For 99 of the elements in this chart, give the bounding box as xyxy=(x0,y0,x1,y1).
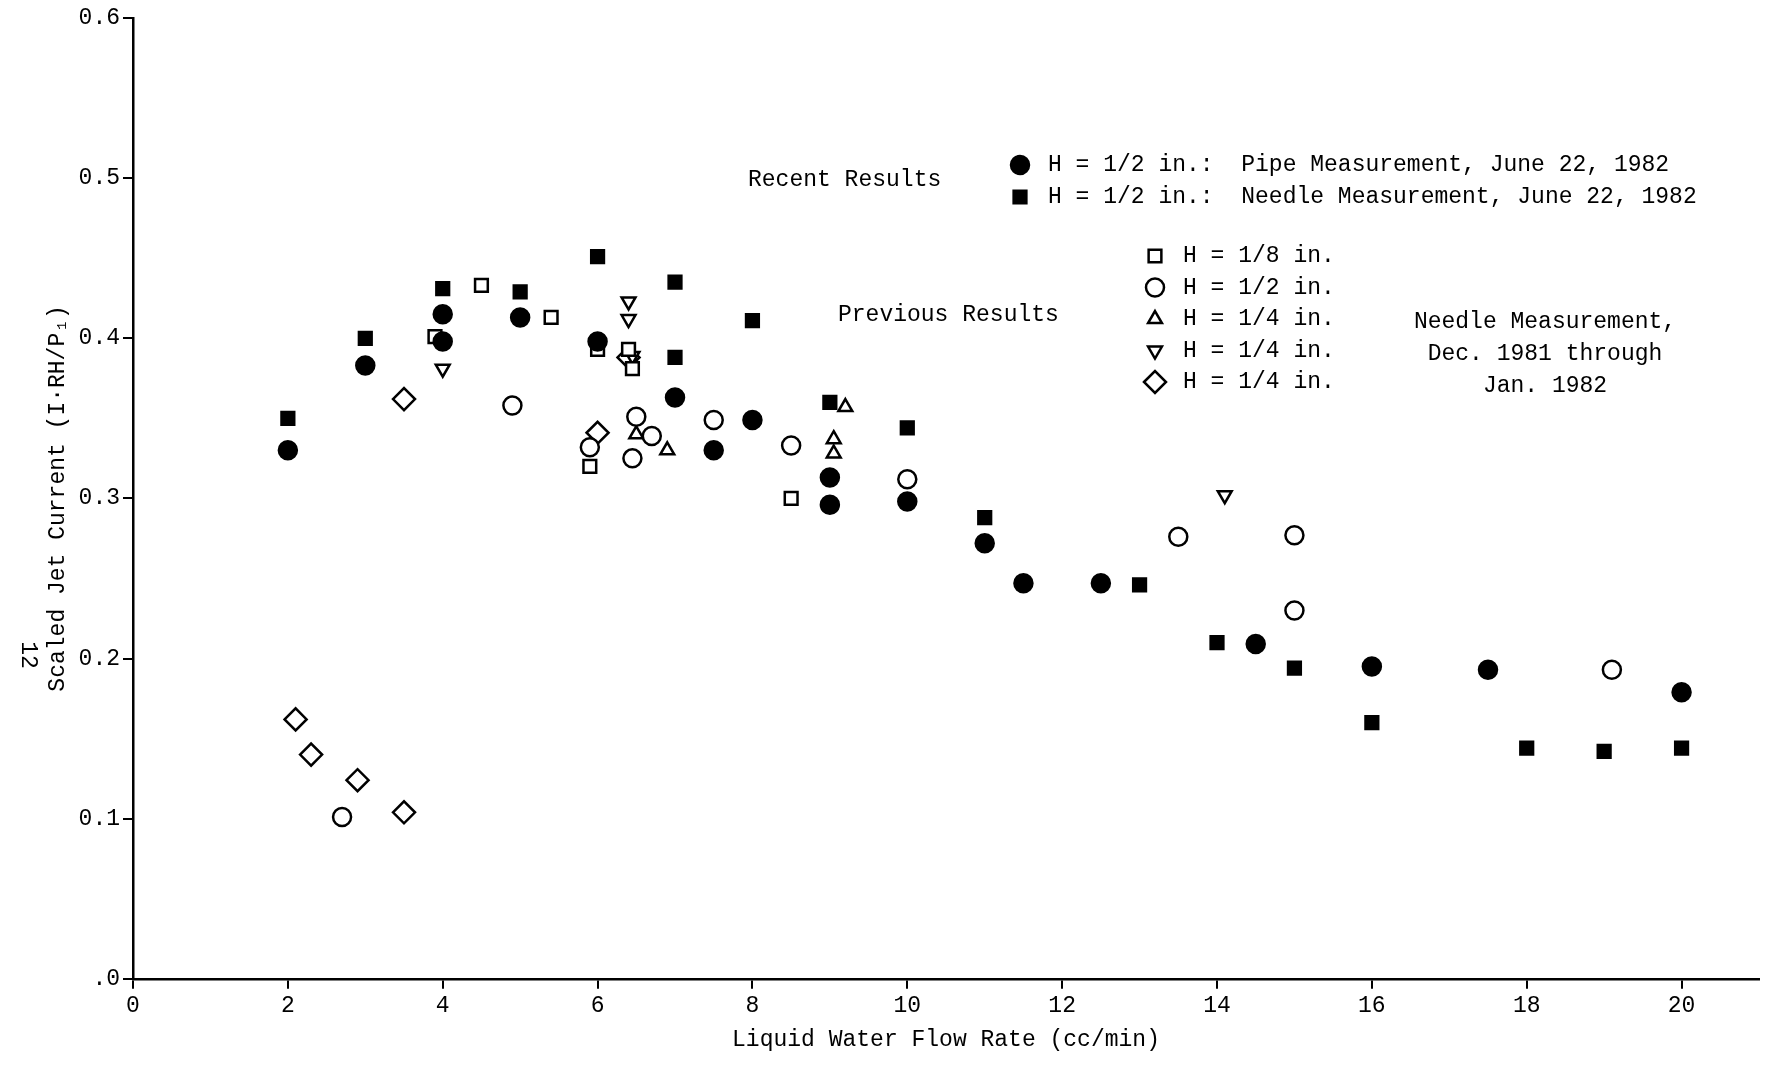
point xyxy=(582,458,598,474)
y-tick-label: 0.6 xyxy=(78,5,121,32)
legend-label: H = 1/4 in. xyxy=(1183,337,1335,364)
annotation: Recent Results xyxy=(748,167,942,194)
legend-label: H = 1/2 in.: Pipe Measurement, June 22, 1982 xyxy=(1048,152,1670,179)
point xyxy=(283,707,308,732)
point xyxy=(1013,573,1034,594)
legend-label: H = 1/4 in. xyxy=(1183,306,1335,333)
x-tick-label: 10 xyxy=(893,992,922,1019)
legend-label: H = 1/2 in.: Needle Measurement, June 22, 1982 xyxy=(1048,184,1697,211)
point xyxy=(783,490,799,507)
point xyxy=(473,277,490,294)
point xyxy=(1090,573,1112,594)
point xyxy=(277,440,299,461)
point xyxy=(819,494,841,516)
legend-label: H = 1/4 in. xyxy=(1183,369,1335,396)
x-tick-label: 8 xyxy=(745,992,760,1019)
y-axis-title: Scaled Jet Current (I·RH/P₁) xyxy=(44,305,71,692)
point xyxy=(587,331,608,352)
x-tick-label: 20 xyxy=(1667,992,1696,1019)
point xyxy=(298,742,324,767)
point xyxy=(1284,600,1305,621)
point xyxy=(1245,633,1266,655)
legend-label: H = 1/8 in. xyxy=(1183,243,1335,270)
point xyxy=(1477,659,1499,680)
point xyxy=(897,491,918,512)
point xyxy=(744,313,761,329)
point xyxy=(641,425,663,447)
x-tick-label: 4 xyxy=(435,992,450,1019)
point xyxy=(628,425,645,440)
point xyxy=(664,387,686,408)
point xyxy=(659,441,676,456)
y-tick-label: 0.1 xyxy=(78,805,121,832)
point xyxy=(620,313,637,329)
point xyxy=(502,395,523,416)
point xyxy=(742,409,763,431)
point xyxy=(819,467,841,488)
point xyxy=(543,309,559,326)
point xyxy=(977,510,993,526)
point xyxy=(280,410,296,426)
x-tick-label: 16 xyxy=(1358,992,1386,1019)
point xyxy=(897,468,918,490)
point xyxy=(434,363,451,378)
text: 12 xyxy=(14,641,41,669)
point xyxy=(589,248,606,265)
point xyxy=(1671,681,1692,703)
y-tick-label: 0.5 xyxy=(78,165,121,192)
point xyxy=(391,800,417,825)
x-tick-label: 14 xyxy=(1203,992,1231,1019)
point xyxy=(585,420,610,445)
point xyxy=(1284,524,1305,546)
point xyxy=(622,448,643,469)
y-tick-label: 0.3 xyxy=(78,485,121,512)
point xyxy=(620,296,637,311)
x-tick-label: 12 xyxy=(1048,992,1076,1019)
point xyxy=(1209,634,1225,651)
x-tick-label: 6 xyxy=(590,992,605,1019)
point xyxy=(579,436,601,458)
point xyxy=(1361,656,1383,677)
point xyxy=(822,394,838,410)
point xyxy=(1673,740,1690,756)
point xyxy=(1131,577,1148,593)
annotation: Previous Results xyxy=(838,302,1059,329)
x-tick-label: 18 xyxy=(1512,992,1541,1019)
point xyxy=(391,386,417,412)
point xyxy=(703,440,724,461)
point xyxy=(667,274,683,290)
point xyxy=(620,341,637,358)
point xyxy=(432,304,453,325)
x-axis-title: Liquid Water Flow Rate (cc/min) xyxy=(732,1027,1160,1054)
x-tick-label: 0 xyxy=(126,992,140,1019)
point xyxy=(432,331,453,352)
legend-label: H = 1/2 in. xyxy=(1183,274,1335,301)
point xyxy=(1596,743,1612,760)
point xyxy=(509,307,531,328)
point xyxy=(1286,660,1303,676)
point xyxy=(1519,740,1535,756)
y-tick-label: 0.2 xyxy=(78,645,121,672)
point xyxy=(355,355,376,376)
annotation: Needle Measurement, Dec. 1981 through Jan. 1982 xyxy=(1413,309,1677,400)
y-tick-label: 0.4 xyxy=(78,325,121,352)
point xyxy=(435,281,451,297)
point xyxy=(1216,489,1233,505)
point xyxy=(357,330,373,346)
point xyxy=(624,361,641,377)
point xyxy=(780,435,802,456)
point xyxy=(626,406,647,427)
point xyxy=(899,420,915,436)
point xyxy=(345,767,370,793)
point xyxy=(1601,659,1623,680)
point xyxy=(1168,526,1189,548)
y-tick-label: .0 xyxy=(92,965,121,992)
point xyxy=(974,532,995,554)
point xyxy=(703,409,724,431)
point xyxy=(1364,714,1380,731)
x-tick-label: 2 xyxy=(280,992,295,1019)
point xyxy=(667,349,683,366)
point xyxy=(512,284,528,300)
point xyxy=(331,806,353,828)
